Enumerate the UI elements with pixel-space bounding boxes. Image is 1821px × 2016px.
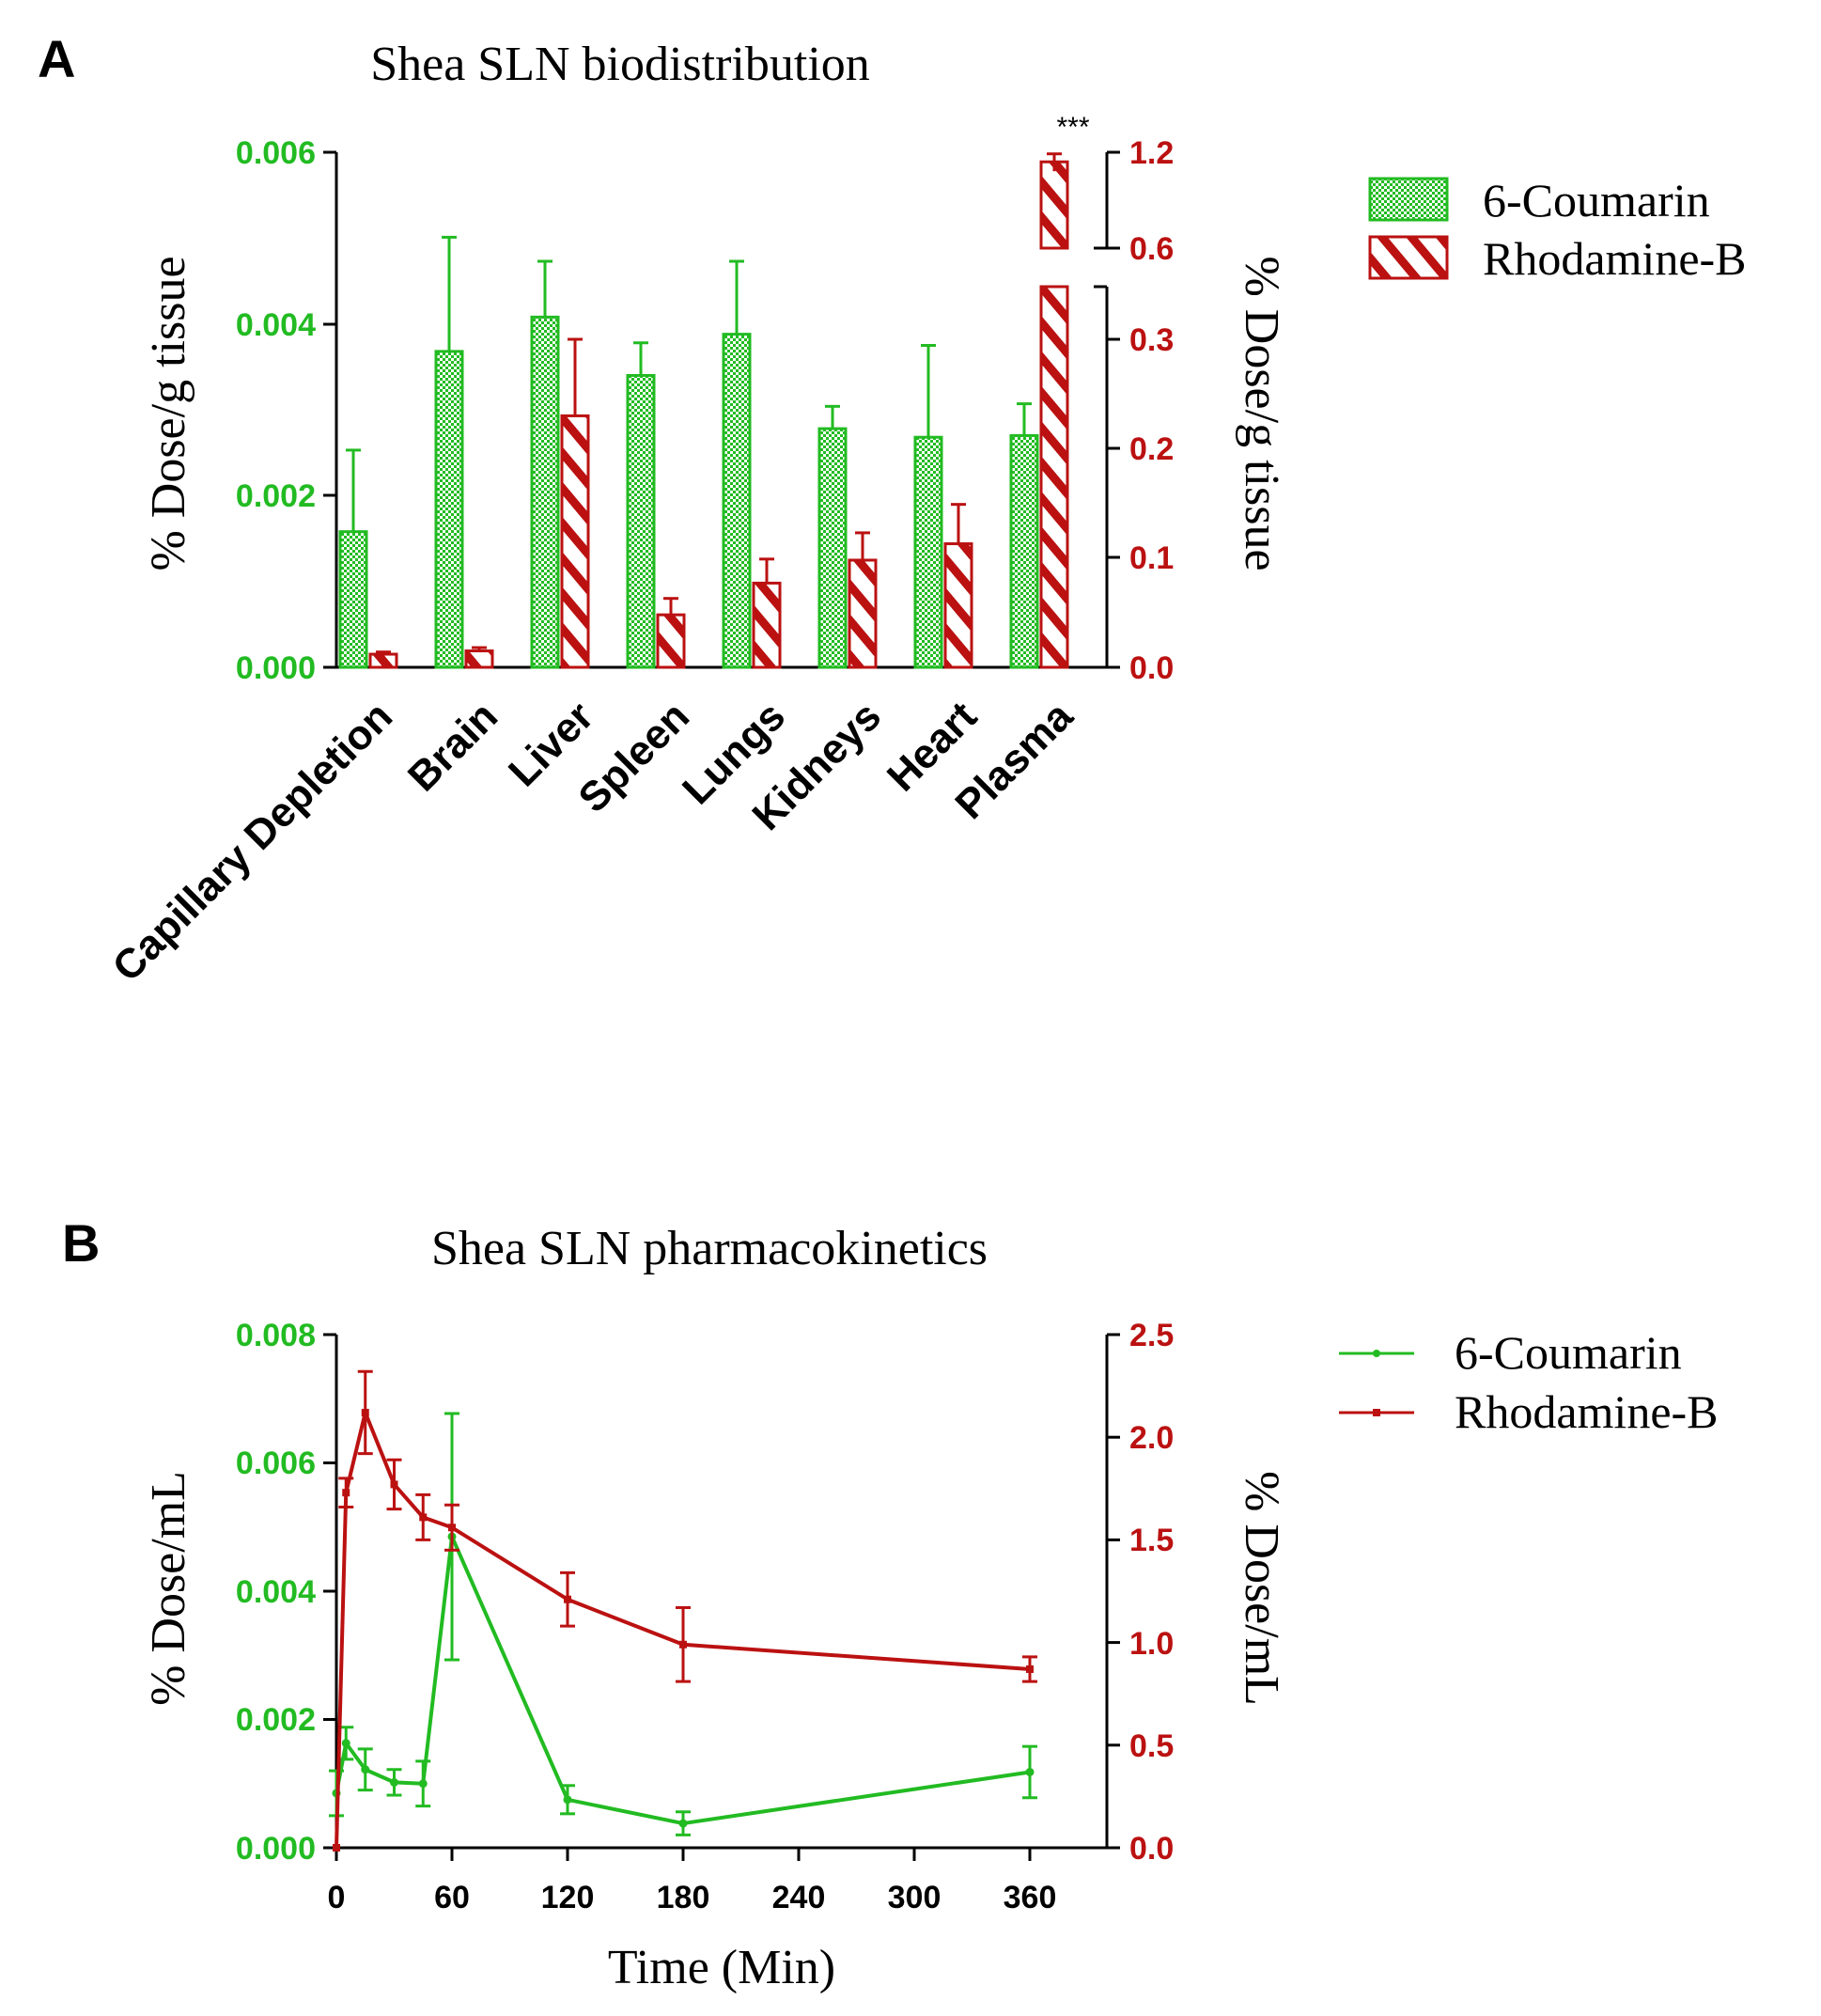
b-right-tick-0: 0.0 [1129,1831,1174,1867]
coumarin-bar-5 [817,427,848,669]
b-right-tick-1: 0.5 [1129,1728,1174,1764]
b-left-ylabel: % Dose/mL [142,1471,195,1706]
rhodamine-bar-upper-7 [1039,160,1069,250]
b-right-tick-4: 2.0 [1129,1420,1174,1456]
a-right-upper-tick-1: 1.2 [1129,135,1174,171]
panel-b-right-axis: 0.0 0.5 1.0 1.5 2.0 2.5 [1105,1318,1174,1867]
panel-a-right-axis: 1.2 0.6 0.3 0.2 0.1 0.0 [1094,135,1174,686]
b-left-tick-2: 0.004 [236,1574,316,1610]
coumarin-point-6 [563,1795,572,1805]
a-right-tick-3: 0.3 [1129,322,1174,358]
panel-a-left-axis: 0.000 0.002 0.004 0.006 [236,135,338,686]
panel-b-title: Shea SLN pharmacokinetics [431,1222,988,1275]
panel-a-category-labels: Capillary Depletion Brain Liver Spleen L… [104,693,1082,991]
b-legend-label-coumarin: 6-Coumarin [1455,1326,1682,1379]
panel-b-x-axis: 0 60 120 180 240 300 360 [328,1846,1107,1915]
b-left-tick-0: 0.000 [236,1831,316,1867]
panel-b-series [329,1369,1037,1852]
b-right-tick-2: 1.0 [1129,1626,1174,1662]
a-right-tick-2: 0.2 [1129,431,1174,467]
rhodamine-bar-6 [943,542,973,669]
b-left-tick-4: 0.008 [236,1318,316,1353]
panel-b-label: B [62,1213,100,1273]
panel-b-legend: 6-Coumarin Rhodamine-B [1339,1326,1719,1438]
panel-a: A Shea SLN biodistribution 0.000 0.002 0… [38,29,1747,991]
b-x-tick-2: 120 [541,1880,595,1915]
panel-a-label: A [38,29,75,88]
panel-a-legend: 6-Coumarin Rhodamine-B [1368,174,1747,285]
a-right-tick-0: 0.0 [1129,650,1174,686]
rhodamine-bar-5 [848,558,878,669]
a-right-upper-tick-0: 0.6 [1129,231,1174,267]
rhodamine-point-5 [448,1524,456,1532]
b-right-tick-5: 2.5 [1129,1318,1174,1353]
rhodamine-point-4 [419,1513,428,1522]
rhodamine-point-1 [342,1489,350,1497]
a-legend-swatch-coumarin [1368,177,1449,222]
b-right-tick-3: 1.5 [1129,1523,1174,1558]
b-legend-marker-coumarin [1373,1350,1380,1357]
a-right-ylabel: % Dose/g tissue [1235,256,1288,570]
a-legend-swatch-rhodamine [1368,235,1449,280]
coumarin-point-8 [1025,1767,1035,1776]
a-left-tick-0: 0.000 [236,650,316,686]
rhodamine-point-2 [361,1408,369,1416]
b-x-tick-6: 360 [1004,1880,1057,1915]
rhodamine-point-0 [333,1844,340,1852]
coumarin-bar-4 [722,333,752,669]
coumarin-bar-2 [530,315,560,669]
a-legend-label-coumarin: 6-Coumarin [1483,174,1710,227]
rhodamine-point-7 [679,1640,687,1649]
b-xlabel: Time (Min) [608,1941,835,1994]
b-x-tick-5: 300 [888,1880,942,1915]
a-legend-label-rhodamine: Rhodamine-B [1483,232,1747,285]
panel-a-bars [338,152,1069,669]
b-legend-marker-rhodamine [1373,1409,1380,1416]
rhodamine-bar-7 [1039,285,1069,669]
rhodamine-bar-0 [368,652,398,669]
coumarin-bar-1 [434,350,464,669]
a-cat-label-0: Capillary Depletion [104,693,401,990]
coumarin-point-4 [418,1779,428,1789]
a-left-tick-2: 0.004 [236,307,316,343]
coumarin-point-3 [390,1777,398,1787]
a-significance-annotation: *** [1056,112,1089,143]
a-left-tick-3: 0.006 [236,135,316,171]
panel-b-left-axis: 0.000 0.002 0.004 0.006 0.008 [236,1318,338,1867]
a-left-tick-1: 0.002 [236,478,316,514]
rhodamine-bar-1 [464,649,494,669]
b-x-tick-3: 180 [657,1880,710,1915]
rhodamine-point-3 [390,1480,398,1489]
coumarin-bar-6 [913,435,943,669]
coumarin-bar-7 [1009,433,1039,669]
coumarin-bar-3 [626,373,656,669]
rhodamine-bar-4 [752,581,782,669]
rhodamine-point-6 [564,1595,571,1603]
coumarin-point-7 [678,1819,688,1828]
panel-b: B Shea SLN pharmacokinetics 0.000 0.002 … [62,1213,1719,1994]
rhodamine-bar-3 [656,613,686,669]
coumarin-point-2 [361,1765,370,1774]
a-right-tick-1: 0.1 [1129,540,1174,576]
coumarin-point-1 [341,1739,350,1748]
panel-a-title: Shea SLN biodistribution [370,38,870,91]
a-left-ylabel: % Dose/g tissue [142,256,195,570]
b-x-tick-4: 240 [772,1880,826,1915]
a-cat-label-1: Brain [399,693,506,800]
b-left-tick-3: 0.006 [236,1446,316,1481]
b-x-tick-1: 60 [434,1880,470,1915]
b-left-tick-1: 0.002 [236,1702,316,1738]
b-right-ylabel: % Dose/mL [1235,1471,1288,1706]
b-x-tick-0: 0 [328,1880,346,1915]
b-legend-label-rhodamine: Rhodamine-B [1455,1385,1719,1438]
rhodamine-bar-2 [560,414,590,669]
rhodamine-point-8 [1026,1664,1034,1673]
coumarin-bar-0 [338,530,368,669]
